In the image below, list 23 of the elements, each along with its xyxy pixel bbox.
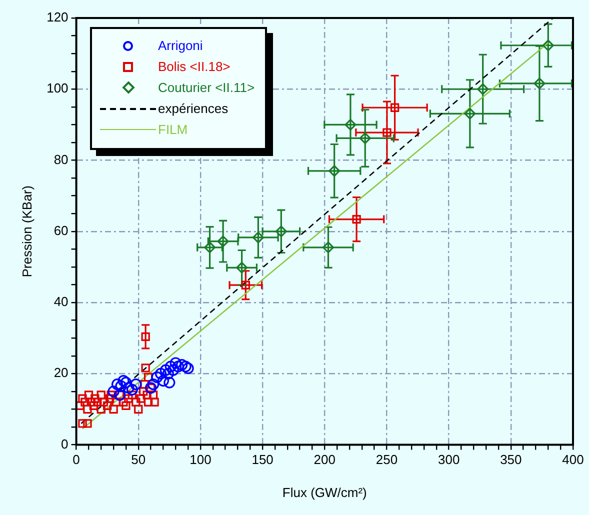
x-tick-label: 50 <box>131 452 146 468</box>
y-axis-title: Pression (KBar) <box>19 186 34 278</box>
y-tick-label: 60 <box>54 222 68 238</box>
x-tick-label: 0 <box>72 452 80 468</box>
x-tick-label: 350 <box>500 452 522 468</box>
x-tick-label: 150 <box>252 452 274 468</box>
x-tick-label: 200 <box>314 452 336 468</box>
legend-label: Arrigoni <box>158 38 203 53</box>
x-tick-label: 100 <box>190 452 212 468</box>
y-tick-label: 40 <box>54 294 68 310</box>
legend-label: Couturier <II.11> <box>158 80 255 95</box>
x-tick-label: 400 <box>562 452 584 468</box>
x-axis-title: Flux (GW/cm²) <box>282 484 367 500</box>
x-tick-label: 300 <box>438 452 460 468</box>
y-tick-label: 20 <box>54 365 68 380</box>
legend-label: expériences <box>158 101 228 116</box>
y-tick-label: 0 <box>61 436 68 452</box>
legend-label: Bolis <II.18> <box>158 59 230 74</box>
y-tick-label: 120 <box>46 10 68 25</box>
legend-label: FILM <box>158 122 188 137</box>
y-tick-label: 100 <box>46 80 68 96</box>
y-tick-label: 80 <box>54 152 68 167</box>
x-tick-label: 250 <box>376 452 398 468</box>
